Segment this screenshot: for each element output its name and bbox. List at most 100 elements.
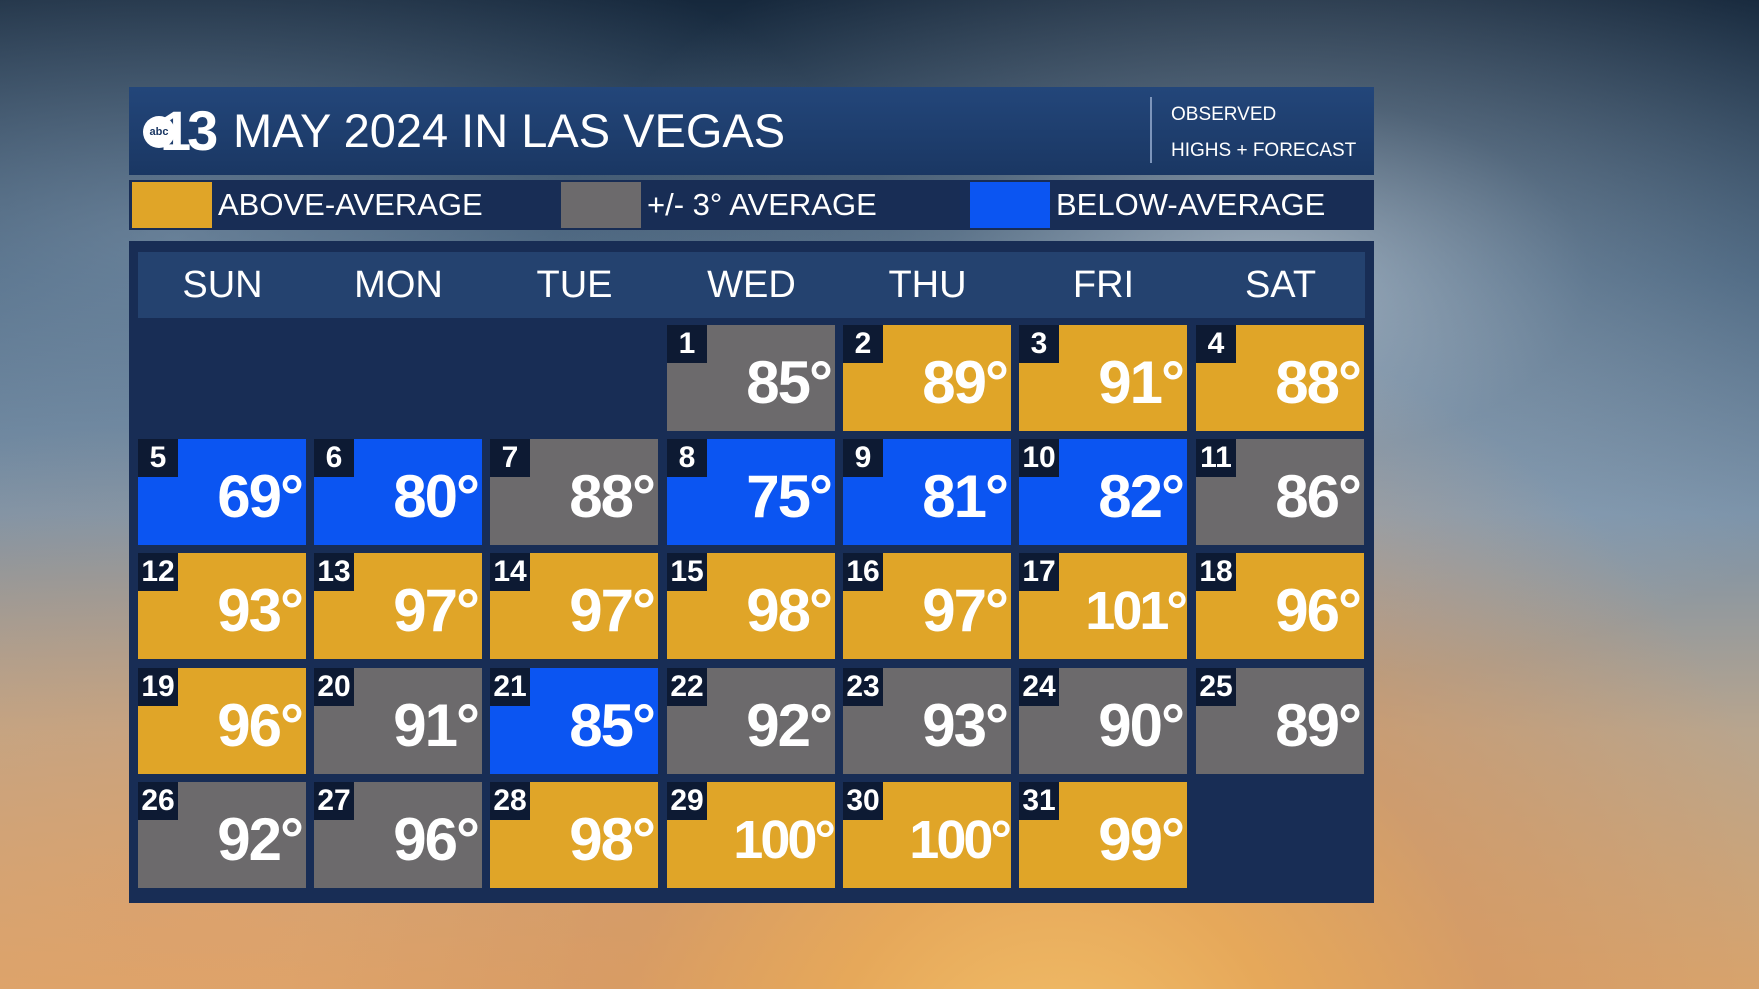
weekday-tue: TUE xyxy=(536,264,613,306)
abc-logo-icon: abc xyxy=(143,116,175,148)
high-temperature: 89° xyxy=(922,349,1009,416)
high-temperature: 100° xyxy=(909,810,1011,870)
high-temperature: 100° xyxy=(733,810,835,870)
day-number: 17 xyxy=(1019,553,1059,591)
station-logo: abc 13 xyxy=(143,99,218,162)
day-number: 15 xyxy=(667,553,707,591)
day-cell-1: 1 85° xyxy=(667,325,835,431)
high-temperature: 96° xyxy=(1275,577,1362,644)
day-cell-5: 5 69° xyxy=(138,439,306,545)
high-temperature: 75° xyxy=(746,463,833,530)
day-number: 8 xyxy=(667,439,707,477)
legend-swatch-average xyxy=(561,182,641,228)
legend-item-above: ABOVE-AVERAGE xyxy=(132,180,483,230)
high-temperature: 97° xyxy=(922,577,1009,644)
day-cell-14: 14 97° xyxy=(490,553,658,659)
day-number: 23 xyxy=(843,668,883,706)
day-number: 12 xyxy=(138,553,178,591)
day-cell-27: 27 96° xyxy=(314,782,482,888)
day-cell-19: 19 96° xyxy=(138,668,306,774)
day-number: 9 xyxy=(843,439,883,477)
high-temperature: 82° xyxy=(1098,463,1185,530)
header-divider xyxy=(1150,97,1152,163)
page-title: MAY 2024 IN LAS VEGAS xyxy=(233,104,786,157)
day-number: 5 xyxy=(138,439,178,477)
day-cell-12: 12 93° xyxy=(138,553,306,659)
high-temperature: 93° xyxy=(922,692,1009,759)
weekday-header: SUN MON TUE WED THU FRI SAT xyxy=(138,252,1365,318)
day-cell-13: 13 97° xyxy=(314,553,482,659)
data-note: OBSERVED HIGHS + FORECAST xyxy=(1171,97,1356,169)
day-number: 1 xyxy=(667,325,707,363)
day-cell-10: 10 82° xyxy=(1019,439,1187,545)
day-cell-18: 18 96° xyxy=(1196,553,1364,659)
weekday-fri: FRI xyxy=(1072,264,1135,306)
high-temperature: 80° xyxy=(393,463,480,530)
note-line-1: OBSERVED xyxy=(1171,104,1277,125)
high-temperature: 93° xyxy=(217,577,304,644)
day-number: 31 xyxy=(1019,782,1059,820)
high-temperature: 98° xyxy=(746,577,833,644)
high-temperature: 98° xyxy=(569,806,656,873)
high-temperature: 85° xyxy=(569,692,656,759)
color-legend: ABOVE-AVERAGE +/- 3° AVERAGE BELOW-AVERA… xyxy=(129,180,1374,230)
day-cell-2: 2 89° xyxy=(843,325,1011,431)
weekday-sun: SUN xyxy=(182,264,263,306)
high-temperature: 92° xyxy=(746,692,833,759)
day-number: 25 xyxy=(1196,668,1236,706)
high-temperature: 91° xyxy=(1098,349,1185,416)
day-number: 22 xyxy=(667,668,707,706)
note-line-2: HIGHS + FORECAST xyxy=(1171,140,1357,161)
day-cell-3: 3 91° xyxy=(1019,325,1187,431)
weekday-wed: WED xyxy=(707,264,796,306)
high-temperature: 86° xyxy=(1275,463,1362,530)
day-number: 30 xyxy=(843,782,883,820)
day-cell-20: 20 91° xyxy=(314,668,482,774)
legend-item-below: BELOW-AVERAGE xyxy=(970,180,1325,230)
day-cell-15: 15 98° xyxy=(667,553,835,659)
day-cell-4: 4 88° xyxy=(1196,325,1364,431)
weekday-mon: MON xyxy=(354,264,443,306)
day-number: 2 xyxy=(843,325,883,363)
day-number: 3 xyxy=(1019,325,1059,363)
channel-number: 13 xyxy=(160,99,218,162)
day-number: 16 xyxy=(843,553,883,591)
high-temperature: 99° xyxy=(1098,806,1185,873)
high-temperature: 97° xyxy=(393,577,480,644)
day-cell-8: 8 75° xyxy=(667,439,835,545)
day-number: 24 xyxy=(1019,668,1059,706)
day-cell-26: 26 92° xyxy=(138,782,306,888)
day-number: 20 xyxy=(314,668,354,706)
legend-label-below: BELOW-AVERAGE xyxy=(1056,187,1326,222)
high-temperature: 69° xyxy=(217,463,304,530)
day-number: 18 xyxy=(1196,553,1236,591)
day-number: 13 xyxy=(314,553,354,591)
day-cell-23: 23 93° xyxy=(843,668,1011,774)
day-number: 21 xyxy=(490,668,530,706)
high-temperature: 101° xyxy=(1085,581,1187,641)
day-number: 29 xyxy=(667,782,707,820)
day-cell-7: 7 88° xyxy=(490,439,658,545)
day-number: 27 xyxy=(314,782,354,820)
legend-label-average: +/- 3° AVERAGE xyxy=(647,187,877,222)
legend-swatch-above xyxy=(132,182,212,228)
day-number: 10 xyxy=(1019,439,1059,477)
title-bar: abc 13 MAY 2024 IN LAS VEGAS OBSERVED HI… xyxy=(129,87,1374,175)
day-cell-24: 24 90° xyxy=(1019,668,1187,774)
day-cell-29: 29 100° xyxy=(667,782,835,888)
legend-item-average: +/- 3° AVERAGE xyxy=(561,180,877,230)
day-number: 11 xyxy=(1196,439,1236,477)
day-cell-25: 25 89° xyxy=(1196,668,1364,774)
high-temperature: 89° xyxy=(1275,692,1362,759)
legend-label-above: ABOVE-AVERAGE xyxy=(218,187,483,222)
high-temperature: 88° xyxy=(1275,349,1362,416)
legend-swatch-below xyxy=(970,182,1050,228)
day-cell-9: 9 81° xyxy=(843,439,1011,545)
day-number: 28 xyxy=(490,782,530,820)
high-temperature: 92° xyxy=(217,806,304,873)
day-number: 26 xyxy=(138,782,178,820)
day-cell-28: 28 98° xyxy=(490,782,658,888)
day-number: 4 xyxy=(1196,325,1236,363)
high-temperature: 91° xyxy=(393,692,480,759)
high-temperature: 96° xyxy=(217,692,304,759)
